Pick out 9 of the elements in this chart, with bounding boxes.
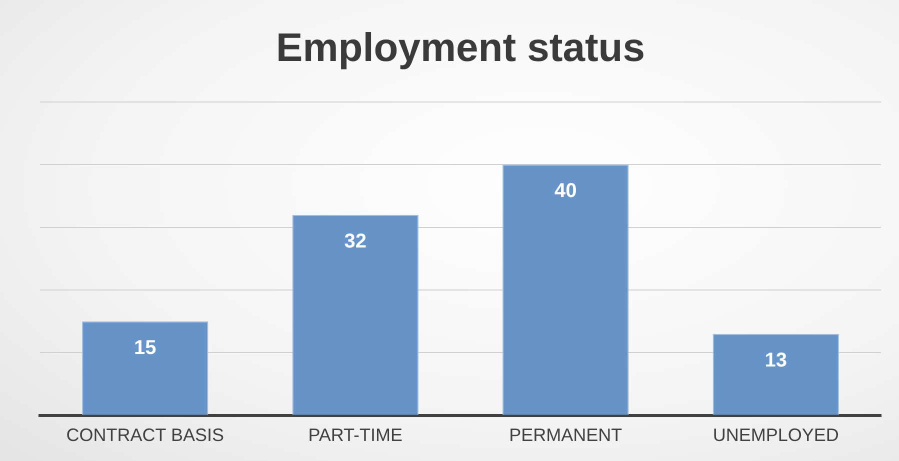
data-label: 13 (764, 349, 787, 372)
data-label: 32 (344, 230, 366, 252)
data-label: 15 (134, 336, 156, 359)
data-label: 40 (554, 180, 577, 202)
x-tick-label: CONTRACT BASIS (66, 425, 224, 446)
x-tick-label: PERMANENT (509, 425, 622, 446)
chart-title: Employment status (276, 26, 645, 70)
x-tick-label: PART-TIME (308, 425, 403, 446)
x-tick-label: UNEMPLOYED (712, 425, 839, 446)
